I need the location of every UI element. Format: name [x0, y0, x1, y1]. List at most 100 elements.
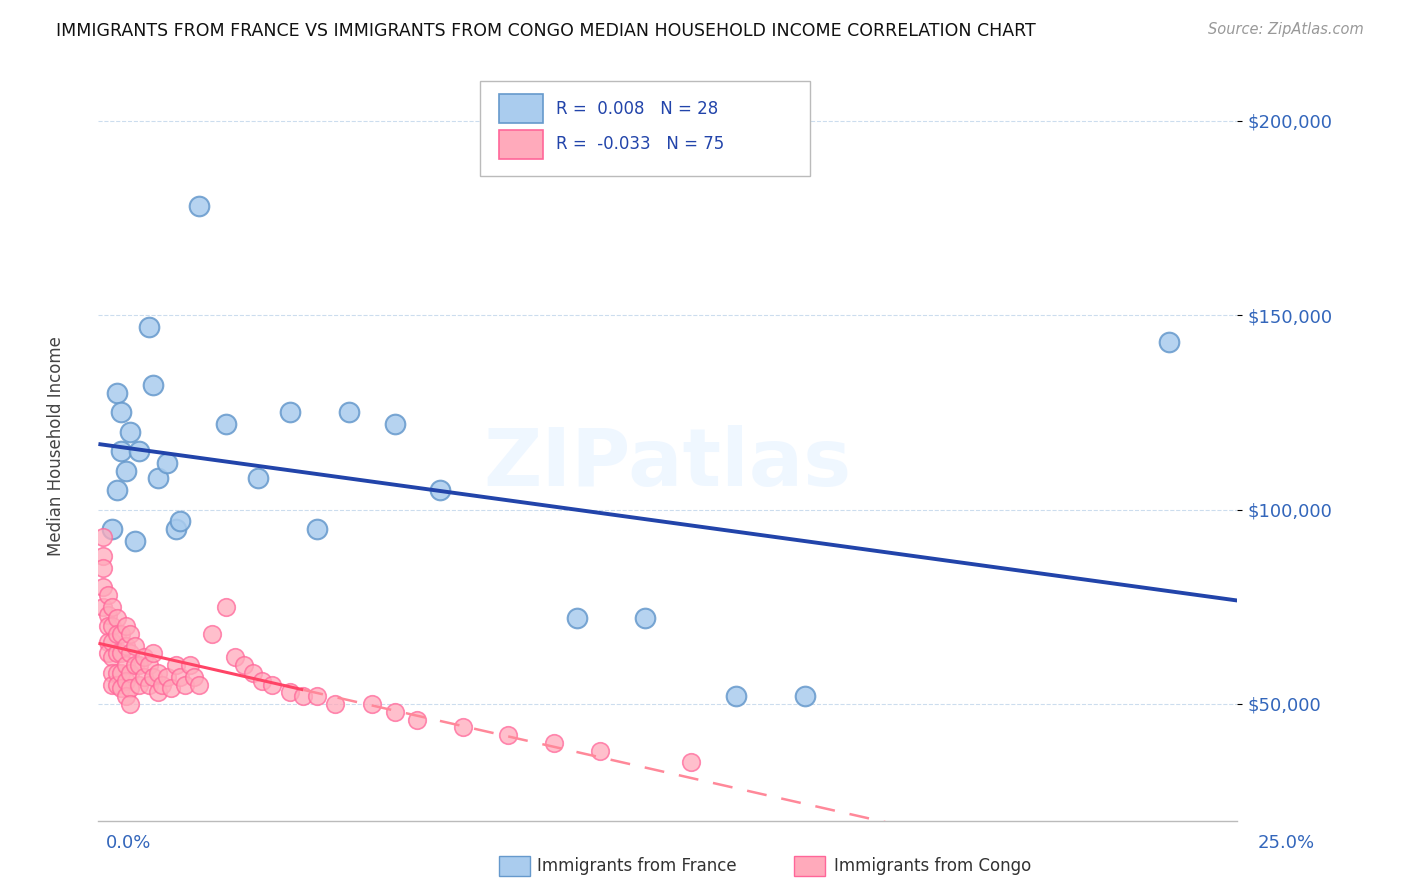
Point	[120, 627, 142, 641]
Point	[793, 690, 815, 704]
Point	[498, 728, 520, 742]
Point	[91, 561, 114, 575]
Point	[278, 685, 301, 699]
Point	[114, 619, 136, 633]
Point	[124, 533, 146, 548]
FancyBboxPatch shape	[479, 81, 810, 177]
Point	[323, 697, 346, 711]
Point	[101, 665, 124, 680]
Point	[156, 670, 179, 684]
Point	[105, 483, 128, 497]
Point	[120, 425, 142, 439]
Text: Immigrants from Congo: Immigrants from Congo	[834, 857, 1031, 875]
Text: Median Household Income: Median Household Income	[48, 336, 65, 556]
Point	[565, 611, 588, 625]
Point	[215, 417, 238, 431]
Point	[101, 619, 124, 633]
Point	[215, 599, 238, 614]
Point	[91, 530, 114, 544]
Point	[179, 658, 201, 673]
Point	[105, 386, 128, 401]
Bar	[499, 130, 543, 159]
Point	[114, 690, 136, 704]
Point	[165, 522, 187, 536]
Point	[114, 658, 136, 673]
Text: Source: ZipAtlas.com: Source: ZipAtlas.com	[1208, 22, 1364, 37]
Point	[146, 685, 169, 699]
Point	[165, 658, 187, 673]
Point	[588, 744, 610, 758]
Point	[307, 690, 329, 704]
Point	[110, 405, 132, 419]
Point	[201, 627, 224, 641]
Point	[124, 658, 146, 673]
Point	[292, 690, 315, 704]
Point	[101, 522, 124, 536]
Point	[91, 549, 114, 564]
Point	[128, 444, 150, 458]
Point	[101, 599, 124, 614]
Point	[278, 405, 301, 419]
Point	[114, 639, 136, 653]
Point	[337, 405, 360, 419]
Point	[307, 522, 329, 536]
Point	[101, 650, 124, 665]
Point	[105, 627, 128, 641]
Point	[110, 681, 132, 696]
Point	[360, 697, 382, 711]
Point	[114, 464, 136, 478]
Point	[224, 650, 246, 665]
Point	[242, 665, 264, 680]
Text: IMMIGRANTS FROM FRANCE VS IMMIGRANTS FROM CONGO MEDIAN HOUSEHOLD INCOME CORRELAT: IMMIGRANTS FROM FRANCE VS IMMIGRANTS FRO…	[56, 22, 1036, 40]
Point	[96, 607, 118, 622]
Point	[96, 647, 118, 661]
Point	[142, 670, 165, 684]
Point	[252, 673, 274, 688]
Point	[105, 647, 128, 661]
Bar	[499, 95, 543, 123]
Point	[114, 673, 136, 688]
Point	[120, 697, 142, 711]
Point	[91, 599, 114, 614]
Point	[543, 736, 565, 750]
Point	[138, 677, 160, 691]
Point	[406, 713, 429, 727]
Point	[110, 444, 132, 458]
Point	[132, 650, 155, 665]
Point	[634, 611, 657, 625]
Point	[142, 647, 165, 661]
Text: R =  -0.033   N = 75: R = -0.033 N = 75	[557, 136, 724, 153]
Point	[160, 681, 183, 696]
Point	[429, 483, 451, 497]
Point	[233, 658, 256, 673]
Point	[384, 417, 406, 431]
Point	[96, 588, 118, 602]
Point	[384, 705, 406, 719]
Text: 0.0%: 0.0%	[105, 834, 150, 852]
Point	[96, 619, 118, 633]
Text: ZIPatlas: ZIPatlas	[484, 425, 852, 503]
Point	[150, 677, 173, 691]
Point	[260, 677, 283, 691]
Point	[174, 677, 197, 691]
Point	[187, 199, 209, 213]
Point	[1157, 335, 1180, 350]
Point	[105, 665, 128, 680]
Point	[105, 611, 128, 625]
Point	[138, 319, 160, 334]
Point	[142, 378, 165, 392]
Point	[132, 670, 155, 684]
Point	[156, 456, 179, 470]
Point	[138, 658, 160, 673]
Point	[105, 677, 128, 691]
Point	[169, 670, 191, 684]
Point	[120, 665, 142, 680]
Point	[451, 720, 474, 734]
Point	[110, 647, 132, 661]
Point	[96, 634, 118, 648]
Point	[110, 627, 132, 641]
Point	[110, 665, 132, 680]
Point	[725, 690, 748, 704]
Point	[183, 670, 205, 684]
Text: 25.0%: 25.0%	[1257, 834, 1315, 852]
